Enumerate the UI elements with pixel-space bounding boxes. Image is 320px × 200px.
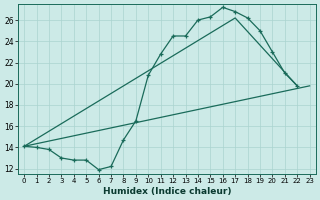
X-axis label: Humidex (Indice chaleur): Humidex (Indice chaleur) (103, 187, 231, 196)
